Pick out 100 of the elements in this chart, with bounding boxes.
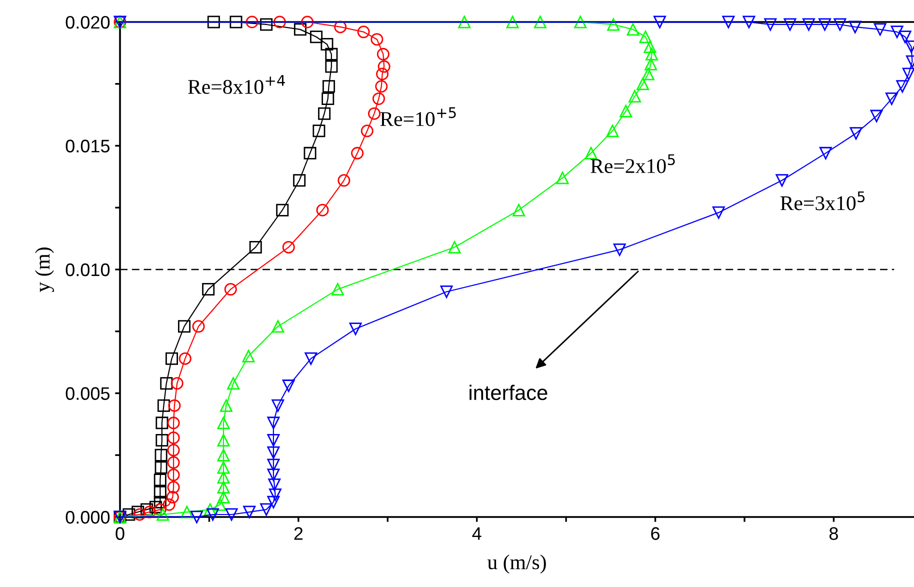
point bbox=[370, 33, 384, 46]
point bbox=[167, 468, 180, 482]
point bbox=[620, 104, 632, 118]
point bbox=[776, 174, 788, 187]
point bbox=[160, 377, 173, 390]
point bbox=[574, 16, 587, 28]
point bbox=[848, 20, 862, 34]
point bbox=[217, 490, 230, 504]
annotation: interface bbox=[470, 384, 548, 400]
point bbox=[167, 432, 180, 444]
point bbox=[613, 243, 626, 256]
point bbox=[267, 434, 280, 447]
point bbox=[242, 350, 255, 362]
point bbox=[458, 16, 471, 28]
point bbox=[376, 48, 390, 60]
point bbox=[331, 283, 344, 296]
point bbox=[276, 204, 289, 216]
point bbox=[896, 80, 909, 93]
point bbox=[249, 240, 262, 254]
point bbox=[154, 461, 168, 474]
y-tick-label: 0.005 bbox=[66, 387, 110, 400]
point bbox=[217, 416, 230, 430]
point bbox=[282, 240, 295, 254]
point bbox=[273, 16, 286, 28]
point bbox=[325, 60, 338, 73]
point bbox=[154, 503, 166, 516]
point bbox=[132, 506, 144, 518]
point bbox=[204, 503, 216, 516]
point bbox=[260, 503, 273, 516]
point bbox=[260, 18, 273, 31]
point bbox=[349, 322, 362, 336]
point bbox=[653, 16, 666, 28]
point bbox=[243, 506, 256, 518]
series-label: Re=8x10$^{+4}$ bbox=[188, 75, 285, 94]
point bbox=[154, 448, 168, 462]
point bbox=[375, 80, 388, 93]
point bbox=[318, 107, 331, 120]
point bbox=[506, 16, 519, 28]
point bbox=[217, 471, 230, 484]
point bbox=[149, 500, 162, 514]
point bbox=[722, 16, 735, 28]
point bbox=[325, 48, 338, 60]
point bbox=[378, 60, 390, 73]
series-label: Re=2x10$^{5}$ bbox=[590, 154, 675, 174]
point bbox=[217, 461, 230, 474]
point bbox=[282, 380, 295, 392]
x-tick-label: 2 bbox=[294, 527, 303, 540]
point bbox=[227, 377, 240, 390]
point bbox=[167, 481, 180, 494]
point bbox=[157, 399, 170, 412]
point bbox=[372, 92, 385, 105]
point bbox=[192, 320, 205, 333]
point bbox=[628, 90, 642, 103]
point bbox=[167, 456, 180, 469]
point bbox=[818, 18, 832, 31]
point bbox=[802, 18, 815, 31]
point bbox=[272, 399, 284, 412]
point bbox=[712, 206, 725, 219]
point bbox=[874, 23, 886, 36]
point bbox=[167, 416, 180, 430]
point bbox=[170, 377, 184, 390]
point bbox=[156, 434, 168, 447]
point bbox=[190, 510, 203, 524]
x-axis-title: u (m/s) bbox=[487, 554, 546, 574]
point bbox=[154, 474, 166, 486]
point bbox=[168, 399, 181, 412]
point bbox=[267, 458, 280, 472]
point bbox=[301, 16, 314, 28]
point bbox=[448, 240, 461, 254]
x-tick-label: 0 bbox=[116, 527, 124, 540]
point bbox=[320, 38, 334, 51]
point bbox=[645, 48, 658, 60]
point bbox=[178, 320, 190, 333]
point bbox=[133, 508, 146, 521]
series-label: Re=3x10$^{5}$ bbox=[780, 191, 865, 210]
point bbox=[819, 146, 832, 160]
point bbox=[246, 16, 258, 28]
point bbox=[143, 506, 156, 518]
point bbox=[644, 40, 656, 54]
point bbox=[584, 146, 598, 160]
point bbox=[267, 416, 280, 430]
point bbox=[154, 486, 166, 498]
point bbox=[166, 490, 179, 504]
point bbox=[294, 23, 306, 36]
point bbox=[322, 80, 336, 93]
point bbox=[166, 352, 178, 365]
point bbox=[890, 26, 904, 38]
point bbox=[644, 58, 658, 70]
point bbox=[636, 78, 650, 90]
point bbox=[217, 448, 230, 462]
point bbox=[267, 496, 280, 508]
point bbox=[606, 124, 619, 138]
point bbox=[217, 434, 230, 447]
x-tick-label: 4 bbox=[472, 527, 482, 540]
point bbox=[206, 508, 220, 521]
point bbox=[834, 18, 846, 31]
point bbox=[230, 16, 242, 28]
point bbox=[898, 30, 912, 44]
y-axis-title: y (m) bbox=[35, 248, 54, 292]
point bbox=[850, 127, 862, 140]
